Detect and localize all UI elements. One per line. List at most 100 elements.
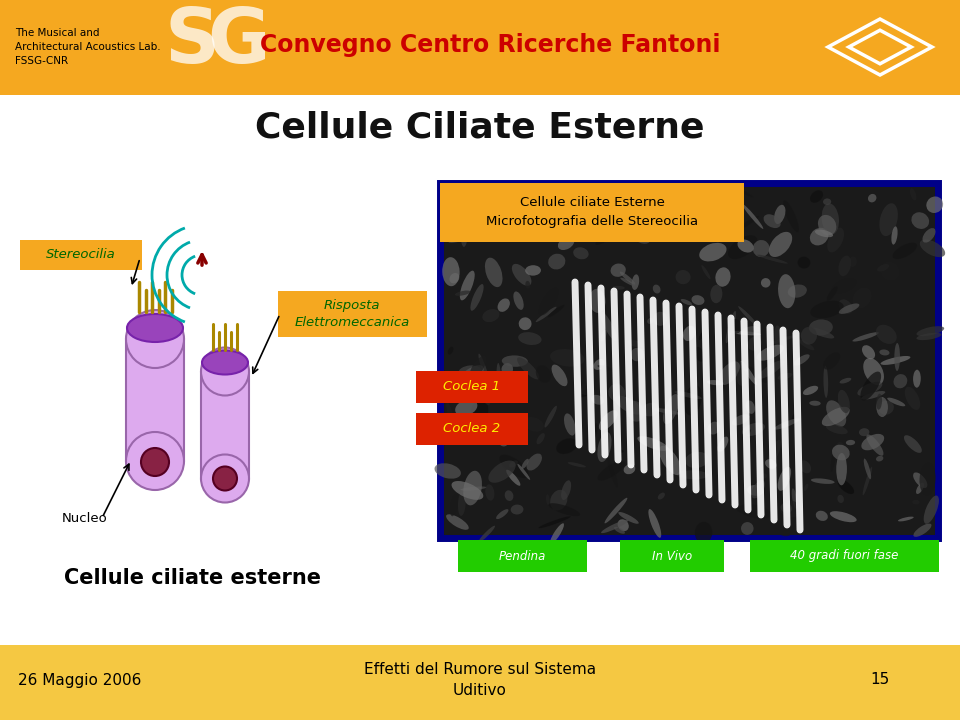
Ellipse shape xyxy=(706,183,718,197)
Ellipse shape xyxy=(746,400,755,414)
FancyBboxPatch shape xyxy=(0,0,960,95)
Ellipse shape xyxy=(597,432,612,462)
Ellipse shape xyxy=(481,390,491,405)
Ellipse shape xyxy=(737,239,754,253)
Ellipse shape xyxy=(857,382,882,396)
Ellipse shape xyxy=(496,509,509,519)
Ellipse shape xyxy=(213,467,237,490)
Ellipse shape xyxy=(809,320,833,336)
Ellipse shape xyxy=(578,193,591,209)
Ellipse shape xyxy=(742,423,765,436)
Ellipse shape xyxy=(624,464,636,474)
Ellipse shape xyxy=(637,237,643,241)
Ellipse shape xyxy=(778,373,792,380)
Ellipse shape xyxy=(478,354,491,387)
Ellipse shape xyxy=(739,504,771,519)
Polygon shape xyxy=(201,372,249,479)
Ellipse shape xyxy=(650,225,663,240)
Ellipse shape xyxy=(887,397,905,406)
Ellipse shape xyxy=(738,306,757,326)
Ellipse shape xyxy=(748,337,761,351)
Ellipse shape xyxy=(798,256,810,269)
Text: Coclea 1: Coclea 1 xyxy=(444,380,500,394)
Ellipse shape xyxy=(879,349,890,356)
Ellipse shape xyxy=(778,528,791,536)
Ellipse shape xyxy=(593,359,605,370)
Ellipse shape xyxy=(737,216,759,230)
Ellipse shape xyxy=(695,522,712,544)
Text: Cellule ciliate Esterne
Microfotografia delle Stereocilia: Cellule ciliate Esterne Microfotografia … xyxy=(486,197,698,228)
Ellipse shape xyxy=(876,456,883,462)
Ellipse shape xyxy=(455,291,470,296)
Ellipse shape xyxy=(769,232,792,257)
Ellipse shape xyxy=(567,462,586,467)
FancyBboxPatch shape xyxy=(440,183,938,538)
Ellipse shape xyxy=(731,331,761,336)
Ellipse shape xyxy=(726,311,736,343)
Ellipse shape xyxy=(506,469,520,486)
Ellipse shape xyxy=(827,400,846,427)
Ellipse shape xyxy=(608,459,618,487)
Ellipse shape xyxy=(752,480,765,498)
Ellipse shape xyxy=(878,400,894,415)
Ellipse shape xyxy=(924,495,939,524)
Ellipse shape xyxy=(645,187,662,204)
Ellipse shape xyxy=(496,363,501,393)
Ellipse shape xyxy=(632,274,639,290)
Ellipse shape xyxy=(879,203,898,236)
Ellipse shape xyxy=(761,473,767,479)
Ellipse shape xyxy=(904,435,922,453)
Ellipse shape xyxy=(822,203,839,235)
Ellipse shape xyxy=(832,445,850,460)
Ellipse shape xyxy=(923,228,936,243)
Polygon shape xyxy=(828,19,932,75)
Ellipse shape xyxy=(695,347,704,361)
Ellipse shape xyxy=(201,348,249,395)
Ellipse shape xyxy=(517,464,530,480)
Ellipse shape xyxy=(628,225,651,244)
Ellipse shape xyxy=(470,284,484,311)
Polygon shape xyxy=(849,30,911,64)
Ellipse shape xyxy=(546,495,550,505)
Ellipse shape xyxy=(744,429,751,437)
Ellipse shape xyxy=(450,494,458,516)
Ellipse shape xyxy=(517,357,540,379)
Ellipse shape xyxy=(614,527,625,534)
Ellipse shape xyxy=(684,384,702,415)
Ellipse shape xyxy=(683,325,695,341)
Ellipse shape xyxy=(719,361,740,385)
Ellipse shape xyxy=(710,285,722,303)
Ellipse shape xyxy=(659,454,679,467)
Ellipse shape xyxy=(551,207,564,222)
Ellipse shape xyxy=(647,318,653,324)
Ellipse shape xyxy=(810,228,828,246)
Ellipse shape xyxy=(753,240,770,257)
Ellipse shape xyxy=(677,470,708,480)
Ellipse shape xyxy=(536,192,558,203)
Text: Pendina: Pendina xyxy=(499,549,546,562)
Ellipse shape xyxy=(920,240,946,257)
Ellipse shape xyxy=(904,387,921,410)
Ellipse shape xyxy=(655,219,666,230)
Ellipse shape xyxy=(485,258,502,287)
Ellipse shape xyxy=(699,243,727,261)
Ellipse shape xyxy=(637,436,668,451)
Ellipse shape xyxy=(734,503,741,513)
Ellipse shape xyxy=(499,454,529,478)
Ellipse shape xyxy=(496,425,511,446)
Ellipse shape xyxy=(457,365,484,387)
Text: S: S xyxy=(165,5,220,79)
Ellipse shape xyxy=(548,503,580,516)
Ellipse shape xyxy=(536,307,557,322)
Ellipse shape xyxy=(609,384,625,402)
Ellipse shape xyxy=(614,396,642,415)
Ellipse shape xyxy=(763,215,780,228)
Ellipse shape xyxy=(446,402,457,435)
Ellipse shape xyxy=(808,328,834,338)
Ellipse shape xyxy=(486,485,494,500)
Ellipse shape xyxy=(911,212,929,229)
Ellipse shape xyxy=(447,346,453,354)
Ellipse shape xyxy=(590,217,597,228)
Ellipse shape xyxy=(511,505,523,515)
Ellipse shape xyxy=(852,288,872,308)
